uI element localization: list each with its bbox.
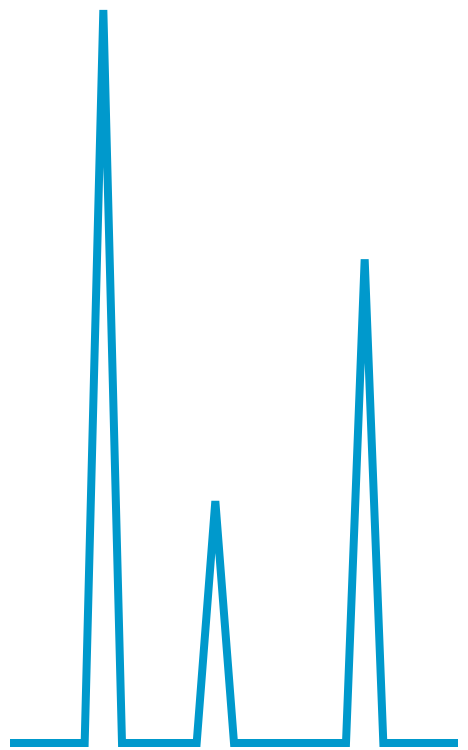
series-line-0 [10, 9, 458, 747]
series-layer [10, 9, 458, 747]
